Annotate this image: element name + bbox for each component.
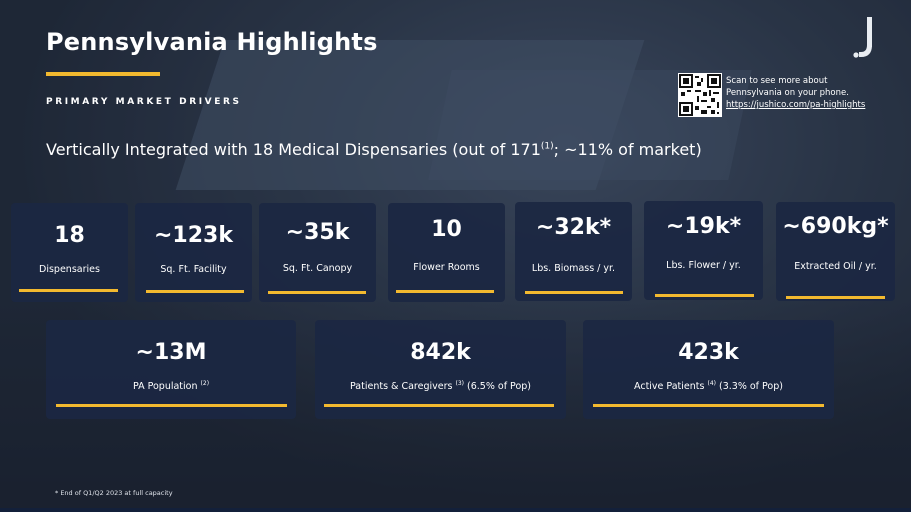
stat-label: Dispensaries (39, 264, 100, 275)
stat-underline (786, 296, 885, 299)
stat-underline (655, 294, 754, 297)
stat-underline (56, 404, 287, 407)
stat-card-biomass: ~32k* Lbs. Biomass / yr. (515, 202, 632, 301)
headline-text: Vertically Integrated with 18 Medical Di… (46, 140, 541, 159)
stat-card-facility: ~123k Sq. Ft. Facility (135, 203, 252, 302)
section-subtitle: PRIMARY MARKET DRIVERS (46, 97, 242, 107)
stat-card-active-patients: 423k Active Patients (4) (3.3% of Pop) (583, 320, 834, 419)
stat-value: ~690kg* (782, 214, 889, 239)
stat-card-patients-caregivers: 842k Patients & Caregivers (3) (6.5% of … (315, 320, 566, 419)
stat-label: Lbs. Flower / yr. (666, 260, 741, 271)
headline-suffix: ; ~11% of market) (553, 140, 702, 159)
bottom-bar (0, 508, 911, 512)
stat-value: ~35k (285, 220, 350, 245)
stat-value: 423k (678, 340, 739, 365)
stat-value: 18 (54, 223, 85, 248)
stat-label: Flower Rooms (413, 262, 480, 273)
footnote: * End of Q1/Q2 2023 at full capacity (55, 489, 173, 497)
qr-caption: Scan to see more about Pennsylvania on y… (726, 75, 865, 111)
stat-card-population: ~13M PA Population (2) (46, 320, 296, 419)
jushi-j-logo (853, 17, 872, 58)
stat-card-dispensaries: 18 Dispensaries (11, 203, 128, 302)
page-title: Pennsylvania Highlights (46, 28, 378, 56)
headline: Vertically Integrated with 18 Medical Di… (46, 140, 702, 159)
stat-card-flower-rooms: 10 Flower Rooms (388, 203, 505, 302)
stat-card-canopy: ~35k Sq. Ft. Canopy (259, 203, 376, 302)
stat-underline (525, 291, 623, 294)
stat-label: Active Patients (4) (3.3% of Pop) (634, 380, 783, 393)
stat-value: 10 (431, 217, 462, 242)
stat-underline (268, 291, 366, 294)
headline-footnote-ref: (1) (540, 141, 554, 152)
stat-card-flower: ~19k* Lbs. Flower / yr. (644, 201, 763, 300)
stat-card-extracted-oil: ~690kg* Extracted Oil / yr. (776, 202, 895, 301)
stat-value: 842k (410, 340, 471, 365)
stat-label: Extracted Oil / yr. (794, 261, 877, 272)
stat-underline (146, 290, 244, 293)
stat-underline (19, 289, 118, 292)
stat-label: Lbs. Biomass / yr. (531, 263, 616, 274)
stat-underline (324, 404, 554, 407)
stat-value: ~13M (135, 340, 207, 365)
qr-code-icon[interactable] (678, 73, 722, 117)
stat-label: Sq. Ft. Canopy (282, 263, 353, 274)
stat-underline (593, 404, 824, 407)
stat-value: ~123k (154, 223, 233, 248)
qr-url-link[interactable]: https://jushico.com/pa-highlights (726, 100, 866, 110)
qr-caption-line1: Scan to see more about (726, 76, 828, 86)
stat-value: ~19k* (665, 214, 742, 239)
stat-value: ~32k* (535, 215, 612, 240)
stat-underline (396, 290, 494, 293)
stat-label: Sq. Ft. Facility (160, 264, 227, 275)
stat-label: PA Population (2) (132, 380, 210, 393)
title-underline (46, 72, 160, 76)
stat-label: Patients & Caregivers (3) (6.5% of Pop) (350, 380, 531, 393)
qr-caption-line2: Pennsylvania on your phone. (726, 88, 849, 98)
